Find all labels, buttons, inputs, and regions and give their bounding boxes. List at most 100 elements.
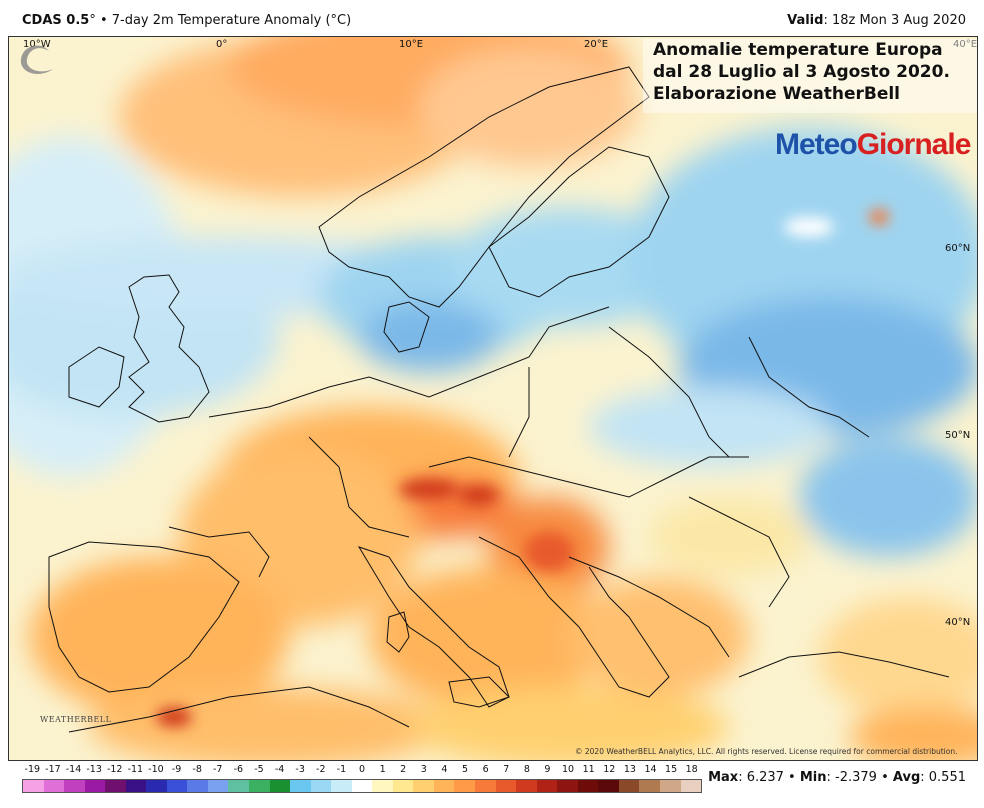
legend-tick-label: -2	[316, 764, 326, 775]
longitude-label: 40°E	[953, 39, 978, 50]
legend-swatch	[475, 780, 496, 792]
longitude-label: 20°E	[584, 39, 609, 50]
legend-tick-label: 3	[420, 764, 427, 775]
legend-tick-label: -1	[336, 764, 347, 775]
valid-value: : 18z Mon 3 Aug 2020	[823, 13, 966, 28]
legend-tick-label: 4	[441, 764, 448, 775]
legend-swatch	[207, 780, 229, 792]
legend-tick-label: 2	[400, 764, 407, 775]
legend-swatch	[331, 780, 352, 792]
legend-swatch	[392, 780, 414, 792]
valid-time: Valid: 18z Mon 3 Aug 2020	[787, 13, 966, 28]
legend-swatch	[639, 780, 660, 792]
legend-tick-label: 14	[644, 764, 657, 775]
legend-tick-label: -19	[24, 764, 41, 775]
legend-swatch	[577, 780, 599, 792]
legend-tick-label: 13	[623, 764, 636, 775]
legend-tick-label: 15	[665, 764, 678, 775]
weatherbell-wordmark: WEATHERBELL	[40, 715, 112, 724]
legend-swatch	[516, 780, 537, 792]
legend-tick-label: 12	[603, 764, 616, 775]
legend-swatch	[413, 780, 434, 792]
max-label: Max	[708, 770, 739, 785]
max-value: : 6.237 •	[738, 770, 800, 785]
min-value: : -2.379 •	[826, 770, 893, 785]
legend-swatch	[105, 780, 126, 792]
product-title: CDAS 0.5° • 7-day 2m Temperature Anomaly…	[22, 13, 351, 28]
legend-tick-label: 9	[544, 764, 551, 775]
legend-tick-label: 0	[358, 764, 366, 775]
anomaly-field	[9, 37, 977, 760]
legend-tick-label: -14	[65, 764, 82, 775]
title-overlay: Anomalie temperature Europa dal 28 Lugli…	[643, 39, 977, 113]
legend-swatch	[659, 780, 681, 792]
legend-swatch	[454, 780, 476, 792]
legend-swatch	[84, 780, 106, 792]
legend-swatch	[269, 780, 291, 792]
legend-swatch	[372, 780, 393, 792]
legend-tick-label: -8	[192, 764, 202, 775]
logo-meteo: Meteo	[775, 128, 858, 161]
legend-ticks: -19 -17 -14 -13 -12 -11 -10 -9 -8 -7 -6 -5 -4 -3 -2 -1 0…	[22, 764, 702, 778]
meteogiornale-logo: MeteoGiornale	[775, 128, 972, 162]
legend-tick-label: -10	[148, 764, 164, 775]
legend-swatch	[125, 780, 147, 792]
product-degree: °	[89, 13, 96, 28]
anomaly-map: 10°W 0° 10°E 20°E 40°E 60°N 50°N 40°N An…	[8, 36, 978, 761]
copyright-notice: © 2020 WeatherBELL Analytics, LLC. All r…	[575, 747, 958, 756]
weatherbell-logo	[20, 45, 53, 74]
latitude-label: 60°N	[945, 243, 971, 254]
legend-tick-label: -9	[171, 764, 182, 775]
legend-tick-label: -17	[45, 764, 61, 775]
legend-swatch	[64, 780, 85, 792]
legend-tick-label: -6	[233, 764, 244, 775]
longitude-label: 10°W	[23, 39, 51, 50]
legend-swatch	[228, 780, 250, 792]
legend-swatch	[433, 780, 455, 792]
legend-swatch	[351, 780, 373, 792]
legend-swatch	[43, 780, 65, 792]
legend-tick-label: 11	[582, 764, 595, 775]
legend-swatch	[187, 780, 208, 792]
legend-tick-label: 7	[503, 764, 510, 775]
legend-tick-label: -12	[106, 764, 123, 775]
legend-tick-label: 6	[482, 764, 489, 775]
legend-tick-label: 5	[461, 764, 469, 775]
legend-swatch	[680, 780, 702, 792]
valid-label: Valid	[787, 13, 824, 28]
legend-swatch	[146, 780, 167, 792]
product-name: CDAS 0.5	[22, 13, 90, 28]
legend-swatch	[557, 780, 578, 792]
product-description: • 7-day 2m Temperature Anomaly (°C)	[95, 13, 352, 28]
legend-tick-label: -3	[295, 764, 305, 775]
legend-tick-label: 1	[379, 764, 386, 775]
legend-tick-label: -13	[86, 764, 102, 775]
legend-swatch	[249, 780, 270, 792]
legend-tick-label: -11	[127, 764, 144, 775]
longitude-label: 0°	[216, 39, 228, 50]
legend-tick-label: -7	[213, 764, 223, 775]
color-legend: -19 -17 -14 -13 -12 -11 -10 -9 -8 -7 -6 -5 -4 -3 -2 -1 0…	[22, 764, 702, 808]
legend-tick-label: 8	[523, 764, 530, 775]
legend-tick-label: -4	[274, 764, 285, 775]
legend-swatch	[536, 780, 558, 792]
header-bar: CDAS 0.5° • 7-day 2m Temperature Anomaly…	[0, 0, 984, 36]
latitude-label: 50°N	[945, 430, 971, 441]
overlay-line: Anomalie temperature Europa	[653, 40, 943, 60]
legend-swatch	[598, 780, 619, 792]
logo-giornale: Giornale	[856, 128, 972, 161]
overlay-line: Elaborazione WeatherBell	[653, 84, 900, 104]
legend-swatch	[23, 780, 44, 792]
latitude-label: 40°N	[945, 617, 971, 628]
overlay-line: dal 28 Luglio al 3 Agosto 2020.	[653, 62, 950, 82]
avg-label: Avg	[892, 770, 921, 785]
legend-swatch	[166, 780, 188, 792]
coastlines	[48, 66, 950, 733]
min-label: Min	[799, 770, 827, 785]
legend-swatch	[618, 780, 640, 792]
legend-tick-label: 10	[562, 764, 575, 775]
legend-swatch	[290, 780, 311, 792]
avg-value: : 0.551	[920, 770, 966, 785]
stats-readout: Max: 6.237 • Min: -2.379 • Avg: 0.551	[708, 770, 966, 785]
legend-bar	[22, 779, 702, 793]
